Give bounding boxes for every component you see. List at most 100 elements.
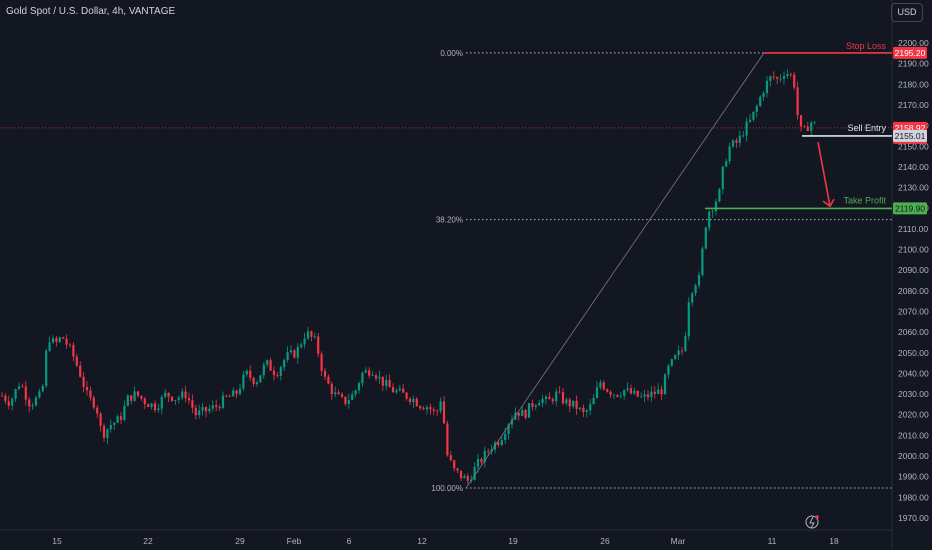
candle-body: [636, 390, 639, 397]
candle-body: [544, 396, 548, 399]
y-tick-label: 2040.00: [898, 368, 929, 378]
candle-body: [538, 403, 541, 406]
candle-body: [521, 410, 524, 416]
candle-body: [701, 248, 704, 275]
candle-body: [48, 342, 51, 351]
lightning-icon: [805, 515, 819, 529]
candle-body: [432, 409, 435, 411]
candle-body: [786, 74, 789, 77]
candle-body: [500, 440, 503, 445]
candle-body: [106, 429, 109, 438]
candle-body: [813, 121, 816, 123]
candle-body: [442, 401, 446, 424]
candle-body: [691, 293, 694, 303]
currency-button[interactable]: USD: [891, 3, 923, 22]
candle-body: [323, 370, 327, 377]
candle-body: [85, 386, 89, 391]
x-tick-label: 6: [347, 536, 352, 546]
x-tick-label: 22: [143, 536, 153, 546]
candle-body: [507, 424, 510, 434]
candle-body: [191, 400, 194, 408]
candle-body: [255, 382, 259, 384]
candle-body: [262, 364, 265, 376]
candle-body: [776, 77, 779, 79]
candle-body: [82, 376, 85, 387]
candle-body: [799, 115, 803, 127]
candle-body: [742, 135, 745, 137]
candle-body: [473, 466, 476, 481]
candle-body: [72, 344, 75, 357]
candle-body: [62, 337, 65, 339]
candle-body: [589, 404, 592, 411]
candle-body: [313, 336, 316, 338]
candle-body: [371, 375, 374, 376]
candle-body: [327, 376, 330, 384]
candle-body: [466, 476, 469, 481]
candle-body: [738, 135, 741, 143]
candle-body: [558, 391, 561, 393]
candle-body: [7, 401, 10, 406]
candle-body: [643, 394, 646, 397]
candle-body: [561, 392, 565, 404]
candle-body: [745, 121, 748, 136]
candle-body: [657, 389, 660, 394]
stop-loss-price-tag: 2195.20: [895, 48, 926, 58]
candle-body: [232, 390, 235, 397]
candle-body: [796, 87, 799, 116]
candle-body: [803, 126, 806, 128]
candle-body: [201, 406, 204, 411]
candle-body: [510, 419, 514, 425]
candle-body: [663, 374, 667, 395]
sell-entry-price-tag: 2155.01: [895, 131, 926, 141]
y-tick-label: 1990.00: [898, 472, 929, 482]
candle-body: [109, 425, 112, 430]
candle-body: [422, 408, 425, 410]
candle-body: [272, 370, 276, 376]
candle-body: [31, 405, 34, 407]
candle-body: [164, 392, 167, 397]
x-tick-label: Mar: [671, 536, 686, 546]
candle-body: [687, 302, 690, 337]
candle-body: [725, 161, 728, 167]
candle-body: [517, 412, 520, 416]
candle-body: [728, 146, 731, 162]
candle-body: [670, 359, 673, 366]
candle-body: [667, 365, 670, 375]
candle-body: [748, 119, 752, 122]
candle-body: [527, 403, 531, 418]
candle-body: [65, 338, 68, 345]
candle-body: [361, 372, 364, 384]
candle-body: [595, 387, 599, 398]
candle-body: [221, 395, 225, 409]
candle-body: [765, 80, 769, 93]
candle-body: [92, 397, 95, 408]
candle-body: [395, 390, 398, 393]
candle-body: [354, 390, 357, 395]
candle-body: [731, 140, 735, 147]
candle-body: [225, 395, 228, 397]
candle-body: [810, 122, 813, 132]
candle-body: [718, 189, 721, 202]
candle-body: [806, 126, 809, 132]
symbol-title[interactable]: Gold Spot / U.S. Dollar, 4h, VANTAGE: [6, 6, 176, 17]
candle-body: [752, 111, 755, 120]
candle-body: [629, 388, 633, 394]
candle-body: [782, 76, 786, 79]
candle-body: [772, 76, 775, 78]
candle-body: [126, 395, 129, 406]
candle-body: [198, 410, 201, 416]
candle-body: [317, 336, 320, 354]
candle-body: [483, 450, 486, 463]
candle-body: [99, 413, 102, 426]
y-tick-label: 2190.00: [898, 59, 929, 69]
candle-body: [187, 398, 191, 401]
candle-body: [276, 375, 279, 377]
sell-entry-price-tag-bg: [893, 129, 927, 142]
candle-body: [310, 331, 313, 337]
candle-body: [306, 331, 310, 339]
candle-body: [459, 470, 463, 479]
candle-body: [58, 337, 61, 342]
sell-entry-label: Sell Entry: [847, 123, 886, 133]
candle-body: [446, 423, 449, 456]
